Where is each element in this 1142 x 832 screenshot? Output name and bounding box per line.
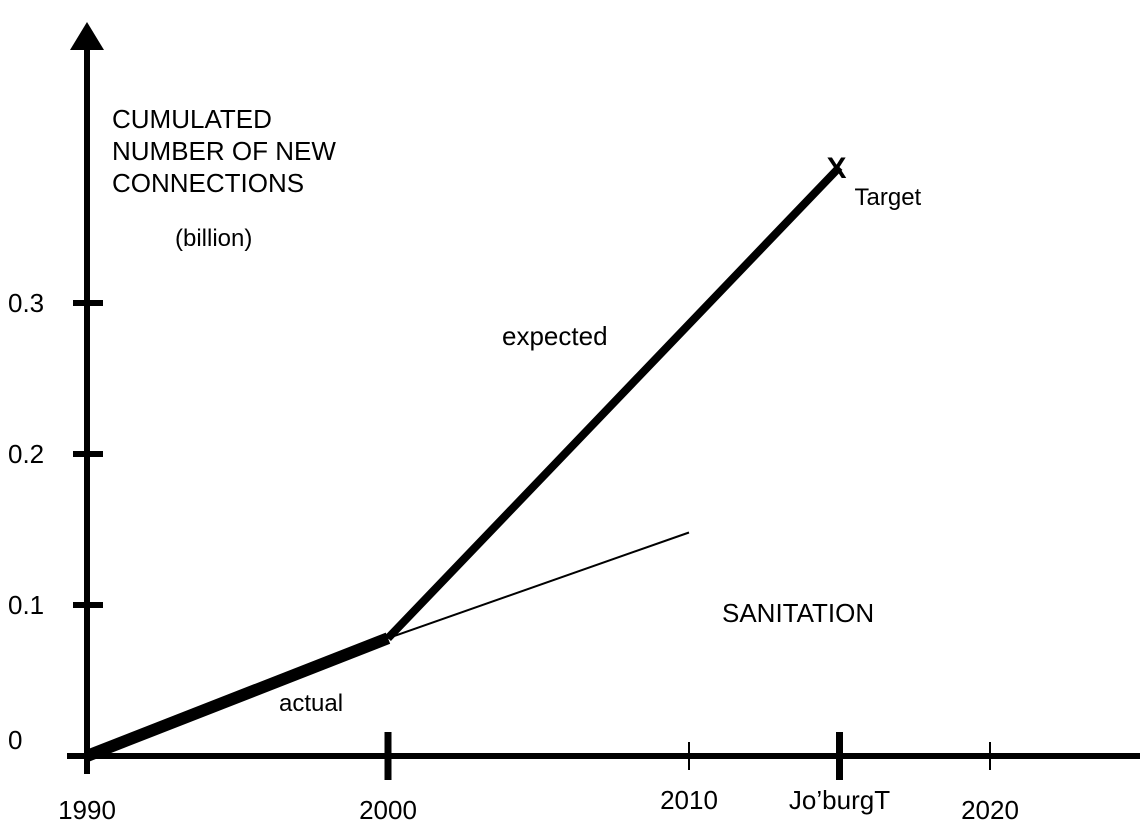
- x-tick-label: 2010: [660, 785, 718, 815]
- series: [84, 164, 843, 762]
- expected-line: [385, 164, 843, 641]
- y-tick-label: 0: [8, 725, 22, 755]
- y-axis-title-line-3: CONNECTIONS: [112, 168, 304, 198]
- sanitation-label: SANITATION: [722, 598, 874, 628]
- target-marker: X: [826, 152, 846, 185]
- x-tick-label: 2000: [359, 795, 417, 825]
- trend-line: [387, 531, 690, 640]
- x-tick-label: Jo’burgT: [789, 785, 890, 815]
- y-axis-title-line-1: CUMULATED: [112, 104, 272, 134]
- actual-label: actual: [279, 690, 343, 717]
- y-ticks: 0 0.1 0.2 0.3: [8, 288, 103, 755]
- x-ticks: 1990 2000 2010 Jo’burgT 2020: [58, 732, 1019, 825]
- y-axis-unit: (billion): [175, 225, 252, 252]
- expected-label: expected: [502, 321, 608, 351]
- y-axis-title: CUMULATED NUMBER OF NEW CONNECTIONS (bil…: [112, 104, 336, 252]
- y-tick-label: 0.3: [8, 288, 44, 318]
- y-tick-label: 0.1: [8, 590, 44, 620]
- y-tick-label: 0.2: [8, 439, 44, 469]
- x-tick-label: 2020: [961, 795, 1019, 825]
- actual-line: [84, 632, 391, 762]
- y-axis-title-line-2: NUMBER OF NEW: [112, 136, 336, 166]
- target-label: Target: [855, 184, 922, 211]
- series-labels: actual expected X Target: [279, 152, 922, 717]
- y-axis-arrowhead: [70, 22, 104, 50]
- x-tick-label: 1990: [58, 795, 116, 825]
- axes: [67, 22, 1140, 759]
